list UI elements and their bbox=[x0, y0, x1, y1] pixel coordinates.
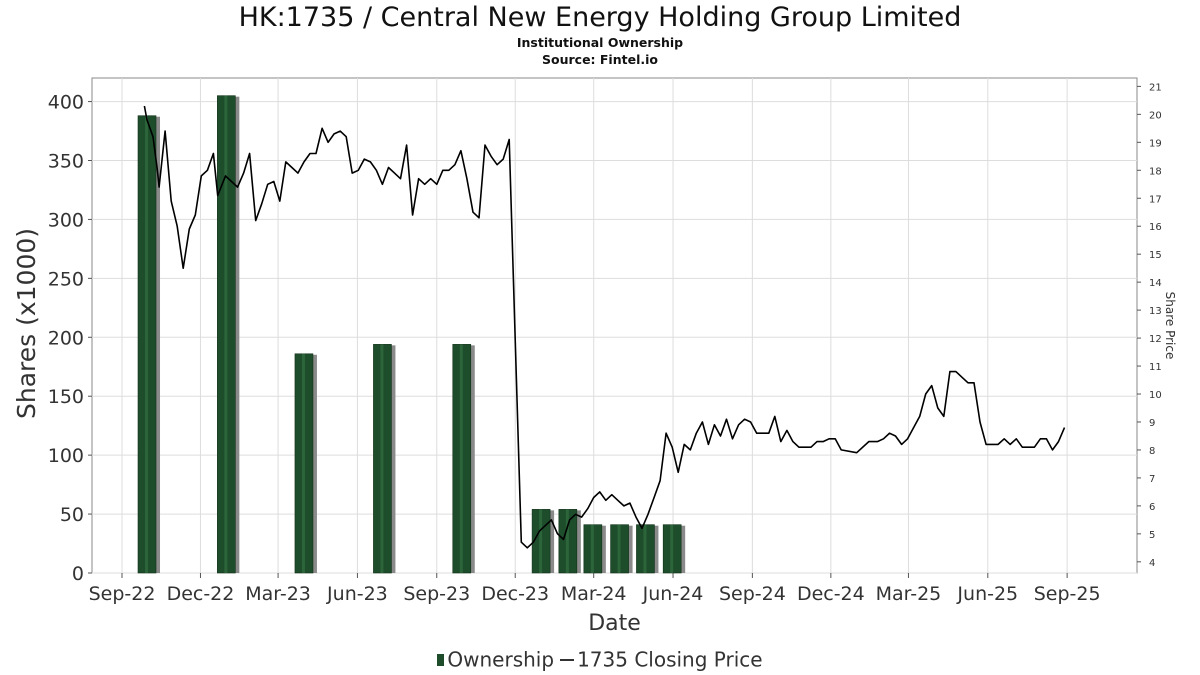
y2-tick-label: 10 bbox=[1149, 390, 1162, 401]
ownership-bar-highlight bbox=[617, 524, 621, 573]
price-line bbox=[143, 105, 1066, 549]
y2-tick-label: 18 bbox=[1149, 166, 1162, 177]
ownership-bar-highlight bbox=[224, 95, 228, 573]
x-tick-label: Dec-22 bbox=[167, 583, 235, 605]
y2-tick-label: 20 bbox=[1149, 110, 1162, 121]
plot-area bbox=[91, 77, 1138, 574]
legend: Ownership 1735 Closing Price bbox=[0, 646, 1200, 672]
x-tick-label: Sep-22 bbox=[89, 583, 156, 605]
chart-title: HK:1735 / Central New Energy Holding Gro… bbox=[238, 2, 962, 33]
chart-source: Source: Fintel.io bbox=[542, 52, 658, 67]
y-tick-label: 50 bbox=[60, 504, 84, 526]
y2-tick-label: 16 bbox=[1149, 222, 1162, 233]
x-tick-label: Jun-23 bbox=[326, 583, 388, 605]
y-axis-title: Shares (x1000) bbox=[12, 228, 41, 419]
y2-tick-label: 8 bbox=[1149, 446, 1155, 457]
ownership-bar-highlight bbox=[380, 344, 384, 573]
ownership-bar-highlight bbox=[670, 524, 674, 573]
x-tick-label: Sep-24 bbox=[719, 583, 786, 605]
y2-tick-label: 14 bbox=[1149, 278, 1162, 289]
legend-price-label: 1735 Closing Price bbox=[577, 647, 763, 672]
legend-price-line-icon bbox=[560, 658, 575, 661]
x-axis-title: Date bbox=[588, 611, 641, 636]
x-tick-label: Mar-25 bbox=[876, 583, 942, 605]
chart-subtitle: Institutional Ownership bbox=[516, 35, 684, 50]
x-tick-label: Mar-23 bbox=[245, 583, 311, 605]
y2-tick-label: 9 bbox=[1149, 418, 1155, 429]
y-tick-label: 250 bbox=[48, 268, 84, 290]
ownership-bar-highlight bbox=[301, 353, 305, 573]
x-tick-label: Dec-23 bbox=[481, 583, 549, 605]
y2-tick-label: 13 bbox=[1149, 306, 1162, 317]
y2-tick-label: 15 bbox=[1149, 250, 1162, 261]
ownership-bar-highlight bbox=[565, 509, 569, 573]
x-tick-label: Dec-24 bbox=[797, 583, 865, 605]
legend-ownership-swatch bbox=[437, 653, 445, 666]
legend-ownership-label: Ownership bbox=[447, 647, 555, 672]
x-tick-label: Jun-24 bbox=[642, 583, 704, 605]
y2-tick-label: 5 bbox=[1149, 530, 1155, 541]
y-tick-label: 200 bbox=[48, 327, 84, 349]
y-tick-label: 300 bbox=[48, 209, 84, 231]
x-tick-label: Jun-25 bbox=[956, 583, 1018, 605]
chart-svg: 0 50 100 150 200 250 300 350 400 Sep-22 Dec-22 Mar-… bbox=[12, 77, 1177, 636]
ownership-bar-highlight bbox=[590, 524, 594, 573]
y-tick-label: 400 bbox=[48, 92, 84, 114]
x-tick-label: Sep-23 bbox=[403, 583, 470, 605]
y2-tick-label: 21 bbox=[1149, 82, 1162, 93]
y-tick-label: 150 bbox=[48, 386, 84, 408]
y2-tick-label: 6 bbox=[1149, 502, 1155, 513]
y2-tick-label: 17 bbox=[1149, 194, 1162, 205]
y2-tick-label: 12 bbox=[1149, 334, 1162, 345]
ownership-bar-highlight bbox=[539, 509, 543, 573]
x-tick-label: Sep-25 bbox=[1034, 583, 1101, 605]
y-tick-label: 350 bbox=[48, 151, 84, 173]
y-tick-label: 100 bbox=[48, 445, 84, 467]
ownership-bar-highlight bbox=[459, 344, 463, 573]
y-tick-label: 0 bbox=[72, 563, 84, 585]
y2-tick-label: 19 bbox=[1149, 138, 1162, 149]
y2-tick-label: 4 bbox=[1149, 558, 1155, 569]
y2-tick-label: 7 bbox=[1149, 474, 1155, 485]
ownership-bar-highlight bbox=[145, 115, 149, 573]
y2-tick-label: 11 bbox=[1149, 362, 1162, 373]
x-tick-label: Mar-24 bbox=[561, 583, 627, 605]
ownership-bar-highlight bbox=[643, 524, 647, 573]
y2-axis-title: Share Price bbox=[1163, 292, 1177, 360]
